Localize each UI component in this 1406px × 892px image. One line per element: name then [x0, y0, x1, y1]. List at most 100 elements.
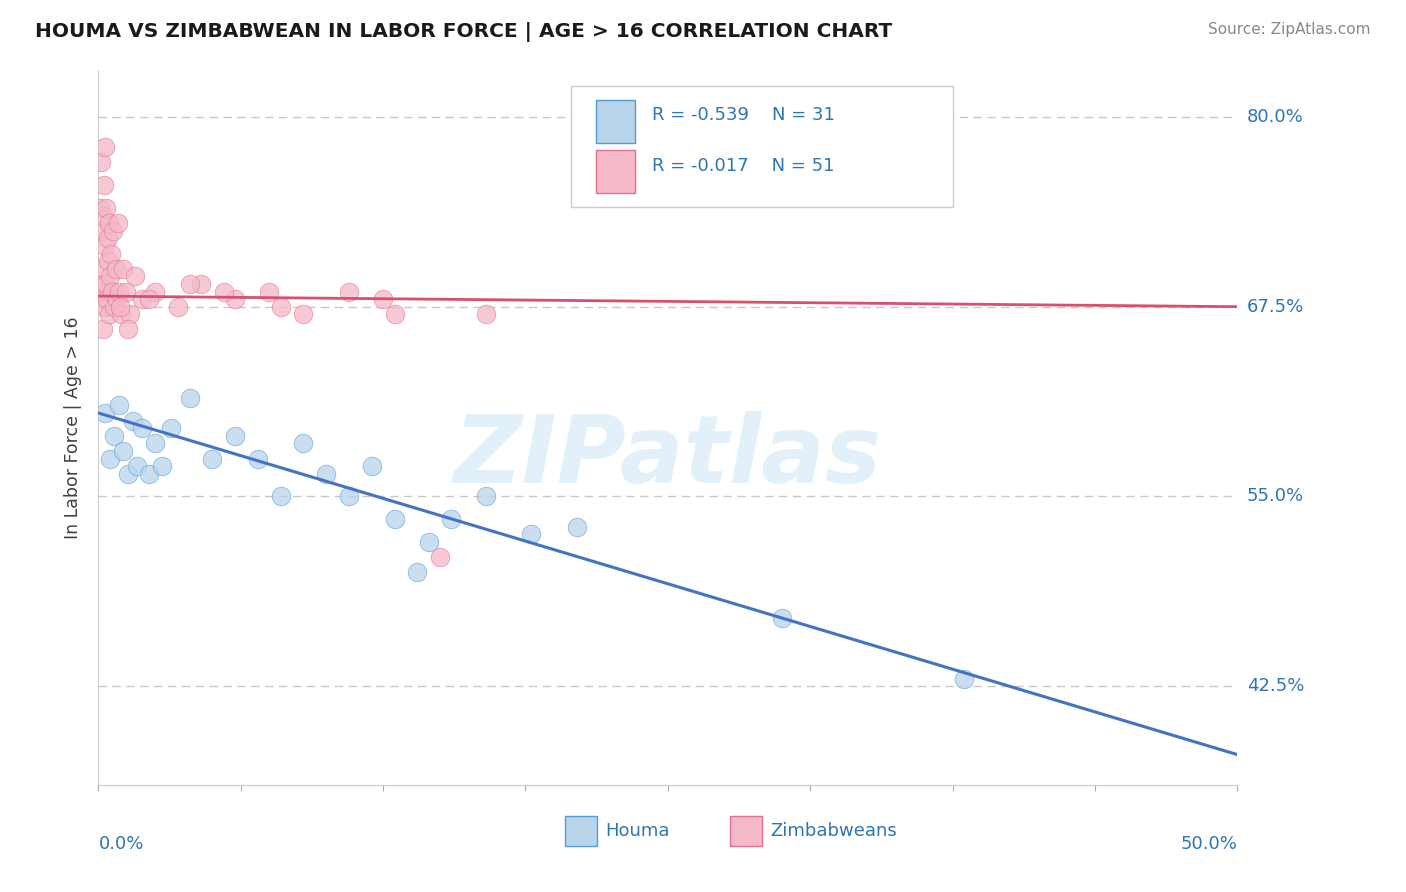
Point: [474, 490, 496, 504]
Bar: [565, 815, 598, 846]
Point: [96, 292, 118, 306]
Text: R = -0.017    N = 51: R = -0.017 N = 51: [652, 157, 834, 175]
Point: [179, 277, 201, 291]
Point: [93, 277, 115, 291]
Text: R = -0.539    N = 31: R = -0.539 N = 31: [652, 106, 835, 125]
Text: 55.0%: 55.0%: [1247, 488, 1305, 506]
Point: [315, 467, 337, 481]
Point: [953, 672, 976, 686]
FancyBboxPatch shape: [596, 150, 636, 193]
Text: 42.5%: 42.5%: [1247, 677, 1305, 695]
Y-axis label: In Labor Force | Age > 16: In Labor Force | Age > 16: [65, 317, 83, 540]
Point: [565, 520, 588, 534]
Text: Source: ZipAtlas.com: Source: ZipAtlas.com: [1208, 22, 1371, 37]
Point: [138, 467, 160, 481]
Point: [94, 140, 117, 154]
Point: [145, 285, 167, 299]
Point: [138, 292, 160, 306]
Point: [124, 269, 146, 284]
Text: Houma: Houma: [605, 822, 669, 840]
Point: [190, 277, 212, 291]
Point: [384, 307, 406, 321]
Point: [474, 307, 496, 321]
Point: [98, 451, 121, 466]
Point: [270, 490, 292, 504]
Point: [108, 285, 131, 299]
FancyBboxPatch shape: [571, 86, 953, 207]
Point: [94, 239, 117, 253]
Point: [418, 535, 440, 549]
Point: [108, 398, 131, 412]
Text: 80.0%: 80.0%: [1247, 108, 1303, 126]
Point: [131, 421, 153, 435]
Point: [440, 512, 463, 526]
Point: [91, 322, 114, 336]
Point: [94, 406, 117, 420]
Point: [103, 429, 125, 443]
Point: [90, 224, 112, 238]
Point: [520, 527, 543, 541]
Point: [94, 277, 117, 291]
Text: 0.0%: 0.0%: [98, 835, 143, 853]
Point: [384, 512, 406, 526]
Point: [292, 307, 315, 321]
Point: [337, 285, 360, 299]
Text: Zimbabweans: Zimbabweans: [770, 822, 897, 840]
Point: [117, 467, 139, 481]
Point: [97, 307, 120, 321]
Point: [121, 413, 143, 427]
Point: [270, 300, 292, 314]
Point: [110, 307, 132, 321]
Point: [103, 224, 125, 238]
Point: [145, 436, 167, 450]
Bar: [731, 815, 762, 846]
Point: [360, 459, 382, 474]
Point: [96, 201, 118, 215]
Point: [429, 550, 451, 565]
Point: [101, 285, 124, 299]
Point: [224, 292, 246, 306]
Point: [94, 300, 117, 314]
Point: [107, 216, 129, 230]
Point: [224, 429, 246, 443]
Point: [100, 246, 122, 260]
Point: [91, 209, 114, 223]
Point: [96, 231, 118, 245]
Point: [103, 300, 125, 314]
Point: [105, 292, 128, 306]
Point: [179, 391, 201, 405]
Point: [97, 254, 120, 268]
Text: HOUMA VS ZIMBABWEAN IN LABOR FORCE | AGE > 16 CORRELATION CHART: HOUMA VS ZIMBABWEAN IN LABOR FORCE | AGE…: [35, 22, 893, 42]
Point: [120, 307, 142, 321]
Point: [114, 285, 136, 299]
Text: 67.5%: 67.5%: [1247, 298, 1305, 316]
Point: [90, 285, 112, 299]
Point: [259, 285, 281, 299]
Point: [98, 269, 121, 284]
Point: [93, 178, 115, 193]
Point: [167, 300, 190, 314]
Point: [131, 292, 153, 306]
Point: [90, 155, 112, 169]
Point: [117, 322, 139, 336]
Point: [201, 451, 224, 466]
Point: [108, 300, 131, 314]
Point: [104, 261, 127, 276]
Point: [212, 285, 235, 299]
Point: [770, 611, 793, 625]
FancyBboxPatch shape: [596, 100, 636, 143]
Text: 50.0%: 50.0%: [1181, 835, 1237, 853]
Point: [89, 201, 111, 215]
Point: [89, 261, 111, 276]
Point: [371, 292, 394, 306]
Point: [406, 566, 429, 580]
Point: [112, 444, 135, 458]
Point: [112, 261, 135, 276]
Point: [98, 216, 121, 230]
Point: [127, 459, 149, 474]
Text: ZIPatlas: ZIPatlas: [454, 410, 882, 503]
Point: [337, 490, 360, 504]
Point: [160, 421, 183, 435]
Point: [150, 459, 173, 474]
Point: [246, 451, 269, 466]
